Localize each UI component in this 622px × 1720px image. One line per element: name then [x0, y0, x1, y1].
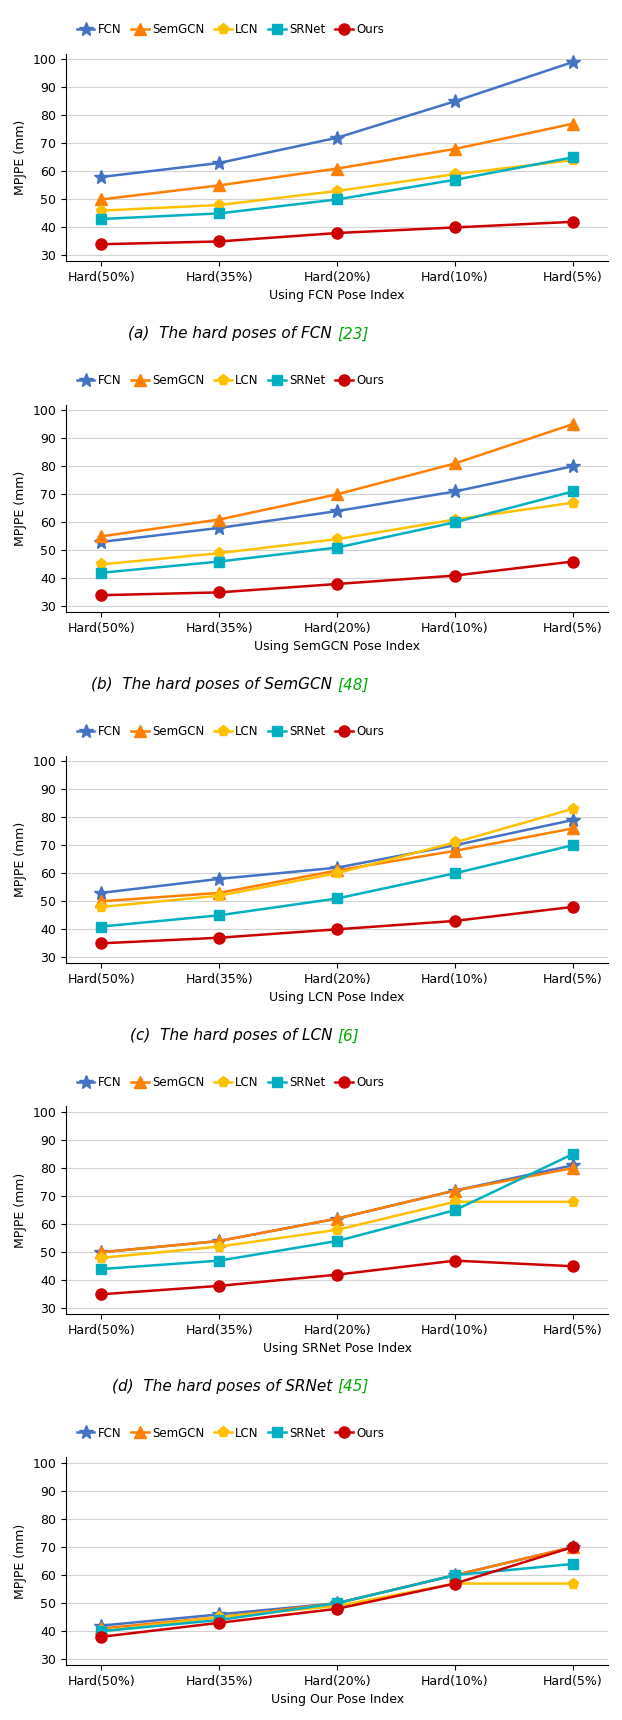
- X-axis label: Using SemGCN Pose Index: Using SemGCN Pose Index: [254, 640, 420, 654]
- Text: (b)  The hard poses of SemGCN: (b) The hard poses of SemGCN: [91, 678, 337, 693]
- X-axis label: Using FCN Pose Index: Using FCN Pose Index: [269, 289, 405, 303]
- Legend: FCN, SemGCN, LCN, SRNet, Ours: FCN, SemGCN, LCN, SRNet, Ours: [72, 721, 389, 743]
- Text: [23]: [23]: [337, 327, 369, 341]
- Y-axis label: MPJPE (mm): MPJPE (mm): [14, 120, 27, 194]
- Text: (d)  The hard poses of SRNet: (d) The hard poses of SRNet: [112, 1379, 337, 1395]
- Text: [6]: [6]: [337, 1029, 359, 1044]
- Text: (c)  The hard poses of LCN: (c) The hard poses of LCN: [130, 1029, 337, 1044]
- Y-axis label: MPJPE (mm): MPJPE (mm): [14, 1524, 27, 1600]
- X-axis label: Using SRNet Pose Index: Using SRNet Pose Index: [262, 1342, 412, 1355]
- Legend: FCN, SemGCN, LCN, SRNet, Ours: FCN, SemGCN, LCN, SRNet, Ours: [72, 1422, 389, 1445]
- Text: [45]: [45]: [337, 1379, 369, 1395]
- Text: (a)  The hard poses of FCN: (a) The hard poses of FCN: [129, 327, 337, 341]
- Y-axis label: MPJPE (mm): MPJPE (mm): [14, 471, 27, 545]
- Legend: FCN, SemGCN, LCN, SRNet, Ours: FCN, SemGCN, LCN, SRNet, Ours: [72, 1072, 389, 1094]
- Y-axis label: MPJPE (mm): MPJPE (mm): [14, 1173, 27, 1247]
- Text: [48]: [48]: [337, 678, 369, 693]
- X-axis label: Using Our Pose Index: Using Our Pose Index: [271, 1692, 404, 1706]
- Y-axis label: MPJPE (mm): MPJPE (mm): [14, 822, 27, 896]
- Legend: FCN, SemGCN, LCN, SRNet, Ours: FCN, SemGCN, LCN, SRNet, Ours: [72, 19, 389, 41]
- Legend: FCN, SemGCN, LCN, SRNet, Ours: FCN, SemGCN, LCN, SRNet, Ours: [72, 370, 389, 392]
- X-axis label: Using LCN Pose Index: Using LCN Pose Index: [269, 991, 405, 1004]
